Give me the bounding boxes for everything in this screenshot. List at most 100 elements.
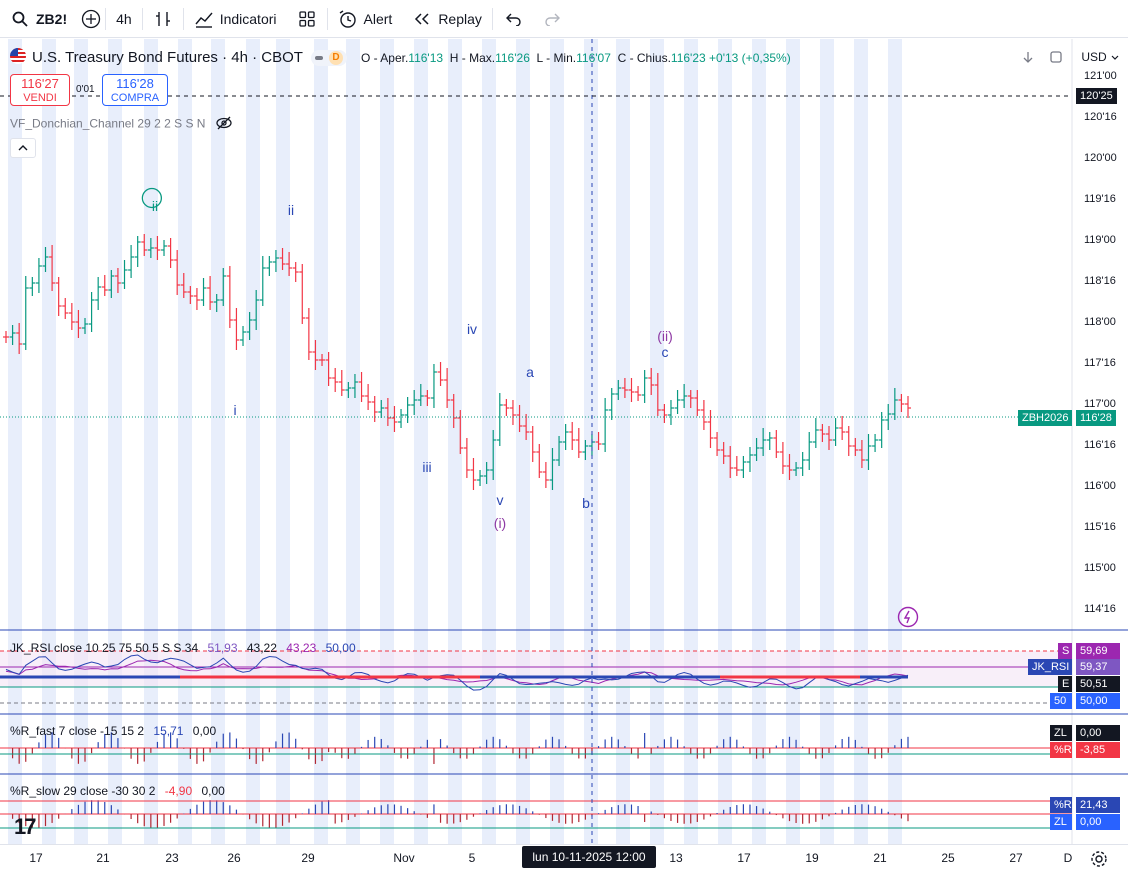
rsi-mid-value: 50,00 [1076, 693, 1120, 709]
rsi-pane [0, 650, 1072, 704]
chart-type-button[interactable] [143, 0, 183, 38]
date-tick-label: 27 [1009, 851, 1023, 865]
rsi-jk-tag: JK_RSI [1028, 659, 1072, 675]
undo-button[interactable] [493, 0, 533, 38]
sell-label: VENDI [23, 92, 57, 104]
currency-selector[interactable]: USD [1076, 46, 1124, 68]
tradingview-logo[interactable]: 17 [14, 814, 37, 839]
compare-button[interactable] [77, 0, 105, 38]
redo-button[interactable] [533, 0, 573, 38]
rsi-legend[interactable]: JK_RSI close 10 25 75 50 5 S S 34 51,93 … [10, 641, 356, 655]
rsi-smooth-line [5, 659, 909, 686]
price-tick-label: 119'00 [1084, 234, 1116, 246]
symbol-label: ZB2! [36, 10, 68, 27]
indicators-label: Indicatori [219, 10, 277, 27]
ohlc-values: O - Aper.116'13 H - Max.116'26 L - Min.1… [361, 51, 791, 65]
price-tick-label: 120'00 [1084, 152, 1117, 164]
chart-canvas[interactable] [0, 39, 1128, 844]
session-band [786, 39, 800, 844]
rsi-s-tag: S [1058, 643, 1072, 659]
date-tick-label: D [1063, 851, 1073, 865]
rslow-label: %R_slow 29 close -30 30 2 [10, 784, 156, 798]
price-tick-label: 119'16 [1084, 193, 1116, 205]
wave-label-i-paren: (i) [493, 515, 507, 531]
indicators-button[interactable]: Indicatori [184, 0, 287, 38]
rslow-legend[interactable]: %R_slow 29 close -30 30 2 -4,90 0,00 [10, 784, 225, 798]
replay-label: Replay [438, 10, 482, 27]
rfast-legend[interactable]: %R_fast 7 close -15 15 2 15,71 0,00 [10, 724, 216, 738]
spread-value: 0'01 [76, 84, 95, 95]
date-tick-label: 5 [468, 851, 476, 865]
buy-button[interactable]: 116'28 COMPRA [102, 74, 168, 106]
date-tick-label: 21 [96, 851, 110, 865]
date-tick-label: 23 [165, 851, 179, 865]
sell-button[interactable]: 116'27 VENDI [10, 74, 70, 106]
change-value: +0'13 (+0,35%) [709, 50, 791, 65]
session-band [108, 39, 122, 844]
bar-chart-icon [153, 9, 173, 29]
eye-off-icon[interactable] [215, 116, 233, 133]
price-tick-label: 116'00 [1084, 480, 1116, 492]
interval-button[interactable]: 4h [106, 0, 142, 38]
date-tick-label: 29 [301, 851, 315, 865]
alert-button[interactable]: Alert [328, 0, 403, 38]
time-axis[interactable] [0, 844, 1128, 874]
buy-price: 116'28 [116, 76, 154, 91]
rfast-value-1: 15,71 [153, 724, 184, 738]
us-flag-icon [10, 48, 26, 67]
low-value: 116'07 [576, 50, 611, 65]
rsi-e-tag: E [1058, 676, 1072, 692]
rsi-value-4: 50,00 [325, 641, 356, 655]
rsi-s-value: 59,69 [1076, 643, 1120, 659]
scroll-down-button[interactable] [1016, 46, 1040, 68]
symbol-search[interactable]: ZB2! [0, 0, 77, 38]
close-value: 116'23 [670, 50, 706, 65]
rfast-r-value: -3,85 [1076, 742, 1120, 758]
session-band [854, 39, 868, 844]
maximize-icon [1050, 51, 1062, 63]
session-band [550, 39, 564, 844]
status-pill[interactable]: D [310, 49, 347, 66]
rsi-value-3: 43,23 [286, 641, 317, 655]
session-band [380, 39, 394, 844]
rsi-label: JK_RSI close 10 25 75 50 5 S S 34 [10, 641, 199, 655]
donchian-indicator-label[interactable]: VF_Donchian_Channel 29 2 2 S S N [10, 116, 233, 133]
maximize-button[interactable] [1044, 46, 1068, 68]
date-tick-label: 17 [737, 851, 751, 865]
rslow-r-value: 21,43 [1076, 797, 1120, 813]
high-value: 116'26 [495, 50, 530, 65]
rfast-label: %R_fast 7 close -15 15 2 [10, 724, 145, 738]
open-label: O - Aper. [360, 50, 409, 65]
date-tick-label: Nov [393, 851, 415, 865]
collapse-legend-button[interactable] [10, 138, 36, 158]
chart-title[interactable]: U.S. Treasury Bond Futures · 4h · CBOT [32, 49, 303, 66]
wave-text: ii [151, 198, 159, 214]
wave-label-a: a [526, 364, 534, 380]
price-tick-label: 115'00 [1084, 562, 1116, 574]
session-band [888, 39, 902, 844]
low-label: L - Min. [536, 50, 577, 65]
lightning-icon[interactable] [897, 606, 919, 628]
arrow-down-icon [1023, 52, 1033, 63]
wave-label-c: c [661, 344, 669, 360]
session-band [616, 39, 630, 844]
indicators-icon [194, 9, 214, 29]
settings-button[interactable] [1090, 850, 1110, 868]
session-band [246, 39, 260, 844]
replay-button[interactable]: Replay [402, 0, 492, 38]
session-band [650, 39, 664, 844]
session-band [314, 39, 328, 844]
price-tick-label: 117'00 [1084, 398, 1116, 410]
rfast-r-tag: %R [1050, 742, 1072, 758]
price-tick-label: 114'16 [1084, 603, 1116, 615]
price-tick-label: 116'16 [1084, 439, 1116, 451]
session-band [820, 39, 834, 844]
session-band [144, 39, 158, 844]
layouts-button[interactable] [287, 0, 327, 38]
rsi-e-value: 50,51 [1076, 676, 1120, 692]
rslow-pane [0, 800, 1072, 829]
date-tick-label: 21 [873, 851, 887, 865]
session-band [684, 39, 698, 844]
session-band [482, 39, 496, 844]
rewind-icon [412, 9, 432, 29]
